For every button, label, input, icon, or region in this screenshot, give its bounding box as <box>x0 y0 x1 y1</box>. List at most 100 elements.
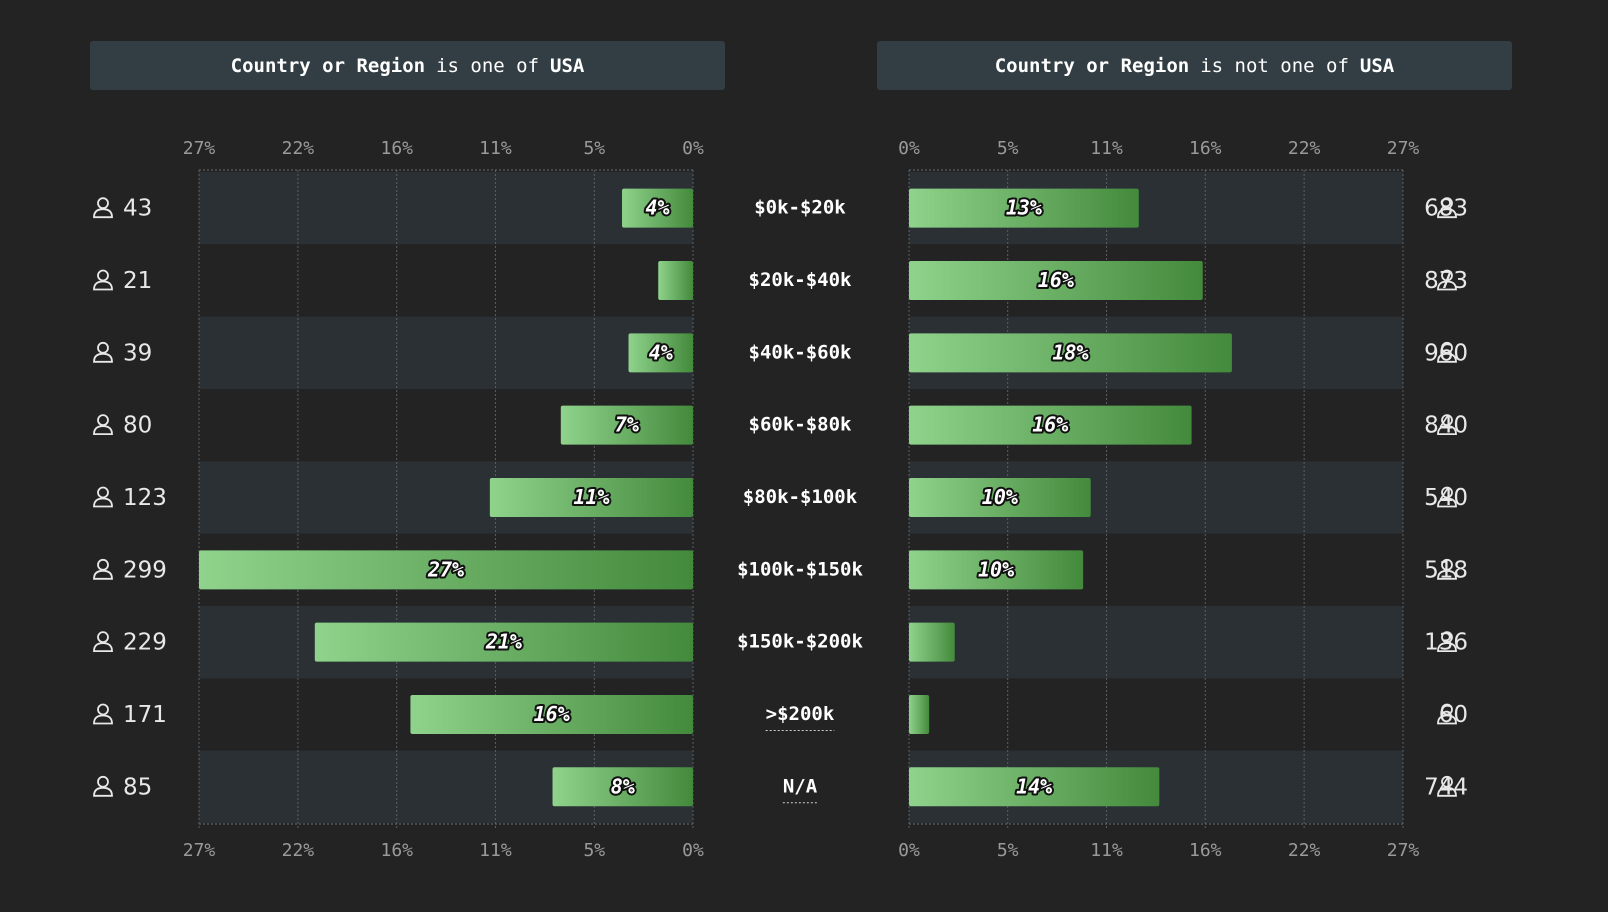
bar <box>909 550 1084 590</box>
bar <box>199 550 693 590</box>
person-icon <box>97 341 109 354</box>
person-icon <box>93 497 113 508</box>
person-icon <box>93 569 113 580</box>
count-label: 960 <box>1424 340 1468 366</box>
x-tick-label: 11% <box>1090 138 1123 159</box>
count-label: 683 <box>1424 196 1468 222</box>
person-icon <box>1441 703 1453 716</box>
count-label: 229 <box>123 630 167 656</box>
person-icon <box>93 786 113 797</box>
filter-header <box>877 41 1512 90</box>
person-icon <box>93 642 113 653</box>
value-label: 27% <box>427 557 464 581</box>
x-tick-label: 0% <box>898 138 920 159</box>
category-label: $40k-$60k <box>749 341 853 363</box>
person-icon <box>1437 497 1457 508</box>
person-icon <box>1441 197 1453 210</box>
person-icon <box>97 703 109 716</box>
filter-op: is not one of <box>1200 55 1349 77</box>
filter-field: Country or Region <box>231 55 425 77</box>
value-label: 21% <box>485 630 522 654</box>
person-icon <box>1441 775 1453 788</box>
bar <box>658 260 693 300</box>
person-icon <box>1437 569 1457 580</box>
person-icon <box>1441 269 1453 282</box>
count-label: 136 <box>1424 630 1468 656</box>
filter-text: Country or Region is not one of USA <box>995 55 1395 77</box>
count-label: 80 <box>123 413 152 439</box>
person-icon <box>93 352 113 363</box>
filter-op: is one of <box>436 55 539 77</box>
person-icon <box>97 414 109 427</box>
bar <box>628 333 693 373</box>
row-band <box>909 605 1403 679</box>
x-tick-label: 0% <box>682 138 704 159</box>
value-label: 11% <box>573 485 609 509</box>
x-tick-label: 16% <box>380 840 413 861</box>
count-label: 873 <box>1424 268 1468 294</box>
value-label: 7% <box>615 413 639 437</box>
count-label: 43 <box>123 196 152 222</box>
person-icon <box>1441 631 1453 644</box>
count-label: 518 <box>1424 557 1468 583</box>
count-label: 123 <box>123 485 167 511</box>
category-label: $0k-$20k <box>754 197 846 219</box>
x-tick-label: 5% <box>997 138 1019 159</box>
value-label: 14% <box>1016 774 1052 798</box>
category-label[interactable]: N/A <box>783 775 818 797</box>
count-label: 21 <box>123 268 152 294</box>
person-icon <box>97 197 109 210</box>
x-tick-label: 16% <box>380 138 413 159</box>
bar <box>909 477 1091 517</box>
value-label: 16% <box>1038 268 1074 292</box>
bar <box>909 260 1203 300</box>
row-band <box>199 172 693 245</box>
value-label: 10% <box>982 485 1018 509</box>
x-tick-label: 16% <box>1189 138 1222 159</box>
x-tick-label: 0% <box>682 840 704 861</box>
count-label: 840 <box>1424 413 1468 439</box>
count-label: 39 <box>123 340 152 366</box>
value-label: 18% <box>1052 340 1088 364</box>
value-label: 4% <box>645 196 669 220</box>
person-icon <box>97 486 109 499</box>
filter-value: USA <box>550 55 585 77</box>
filter-value: USA <box>1360 55 1395 77</box>
person-icon <box>1441 414 1453 427</box>
person-icon <box>93 425 113 436</box>
x-tick-label: 27% <box>183 840 216 861</box>
bar <box>552 767 693 807</box>
person-icon <box>1441 486 1453 499</box>
count-label: 540 <box>1424 485 1468 511</box>
person-icon <box>93 714 113 725</box>
person-icon <box>93 208 113 219</box>
bar <box>622 188 693 228</box>
category-label: $80k-$100k <box>743 486 858 508</box>
x-tick-label: 11% <box>479 840 512 861</box>
value-label: 16% <box>1032 413 1068 437</box>
x-tick-label: 27% <box>183 138 216 159</box>
person-icon <box>1437 714 1457 725</box>
bar <box>314 622 693 662</box>
bar <box>909 694 930 734</box>
person-icon <box>1437 352 1457 363</box>
filter-text: Country or Region is one of USA <box>231 55 585 77</box>
x-tick-label: 5% <box>997 840 1019 861</box>
x-tick-label: 22% <box>282 840 315 861</box>
bar <box>909 188 1139 228</box>
count-label: 85 <box>123 774 152 800</box>
x-tick-label: 5% <box>583 138 605 159</box>
x-tick-label: 5% <box>583 840 605 861</box>
x-tick-label: 27% <box>1387 840 1420 861</box>
bar <box>909 622 955 662</box>
x-tick-label: 22% <box>1288 840 1321 861</box>
person-icon <box>1441 341 1453 354</box>
x-tick-label: 22% <box>282 138 315 159</box>
value-label: 4% <box>649 340 673 364</box>
person-icon <box>97 775 109 788</box>
category-label[interactable]: >$200k <box>766 703 835 725</box>
person-icon <box>1437 208 1457 219</box>
bar <box>489 477 693 517</box>
bar <box>909 333 1232 373</box>
